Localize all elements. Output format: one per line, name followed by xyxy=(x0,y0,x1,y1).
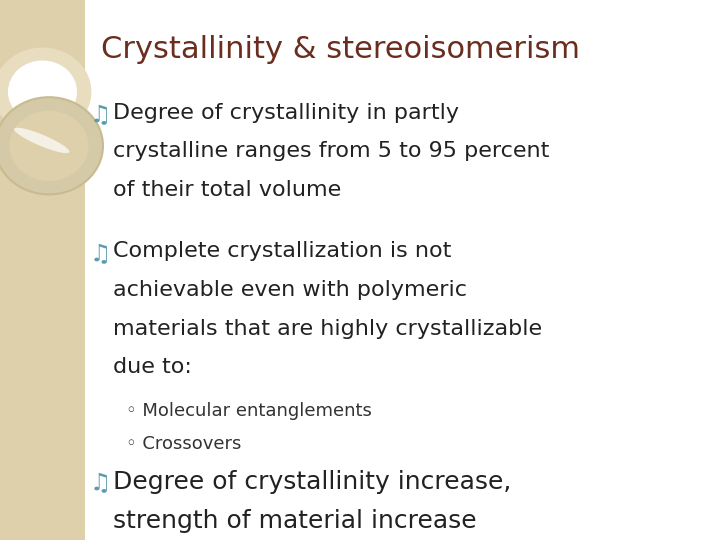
Text: Degree of crystallinity in partly: Degree of crystallinity in partly xyxy=(113,103,459,123)
Text: ◦ Crossovers: ◦ Crossovers xyxy=(126,435,241,453)
Text: strength of material increase: strength of material increase xyxy=(113,509,477,532)
Text: ♫: ♫ xyxy=(90,103,111,126)
Text: ♫: ♫ xyxy=(90,241,111,265)
Ellipse shape xyxy=(0,97,103,194)
Text: Crystallinity & stereoisomerism: Crystallinity & stereoisomerism xyxy=(101,35,580,64)
Text: achievable even with polymeric: achievable even with polymeric xyxy=(113,280,467,300)
Text: Degree of crystallinity increase,: Degree of crystallinity increase, xyxy=(113,470,511,494)
Text: Complete crystallization is not: Complete crystallization is not xyxy=(113,241,451,261)
Ellipse shape xyxy=(0,48,91,136)
Text: ◦ Molecular entanglements: ◦ Molecular entanglements xyxy=(126,402,372,420)
Bar xyxy=(0,0,85,540)
Text: ♫: ♫ xyxy=(90,470,111,494)
Ellipse shape xyxy=(14,127,69,153)
Ellipse shape xyxy=(8,60,77,123)
Text: due to:: due to: xyxy=(113,357,192,377)
Text: materials that are highly crystallizable: materials that are highly crystallizable xyxy=(113,319,542,339)
Ellipse shape xyxy=(9,111,89,181)
Text: crystalline ranges from 5 to 95 percent: crystalline ranges from 5 to 95 percent xyxy=(113,141,549,161)
Text: of their total volume: of their total volume xyxy=(113,180,341,200)
